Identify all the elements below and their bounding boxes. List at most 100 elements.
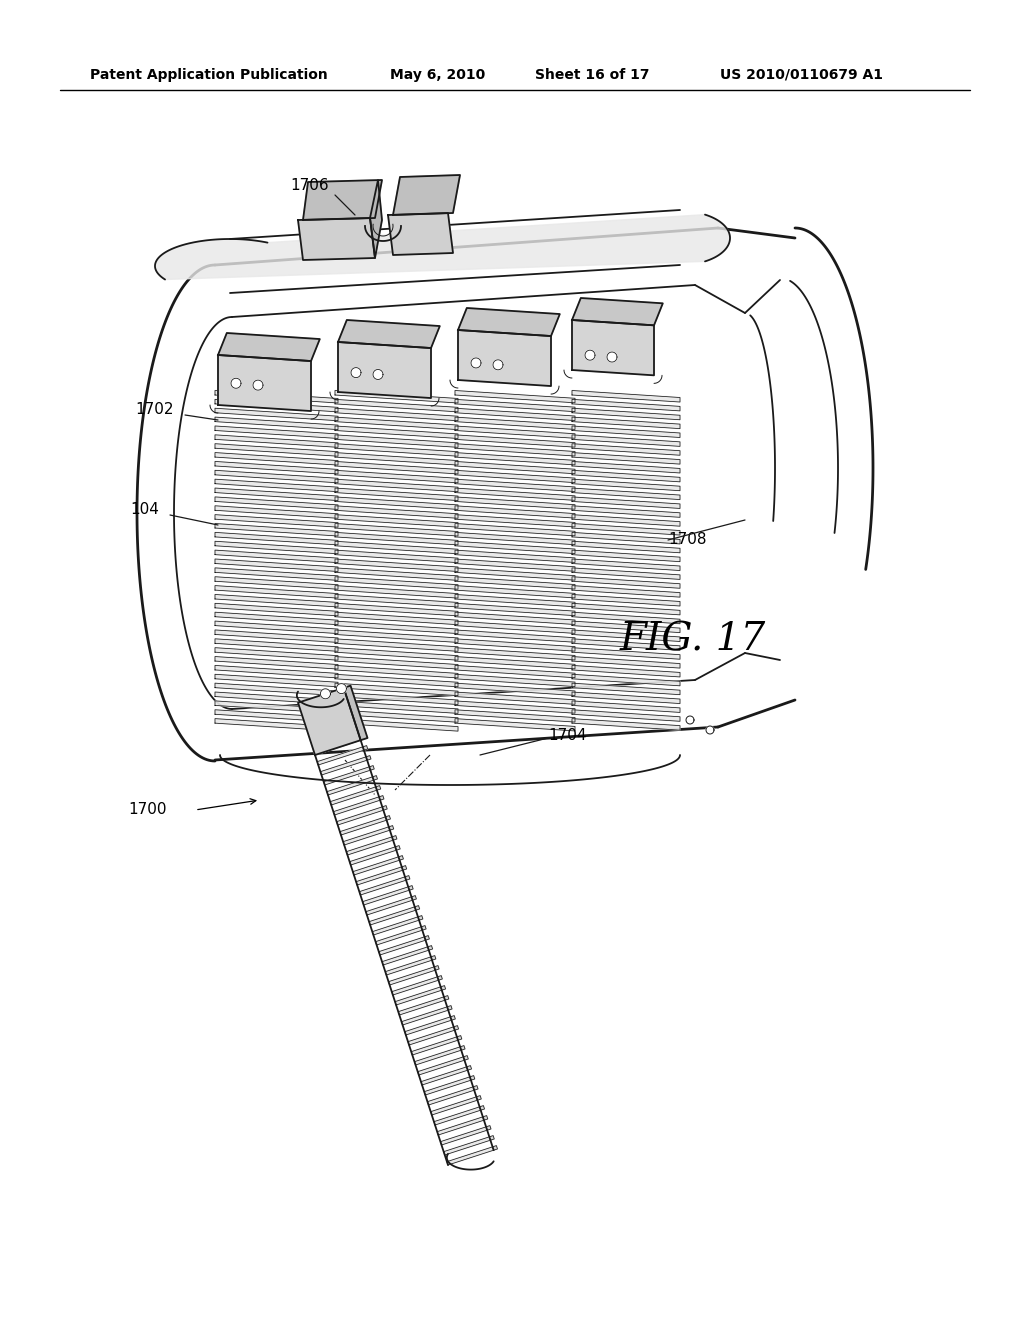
Polygon shape <box>335 400 458 412</box>
Polygon shape <box>473 1085 478 1090</box>
Polygon shape <box>335 692 458 705</box>
Polygon shape <box>324 767 371 785</box>
Polygon shape <box>215 648 338 660</box>
Polygon shape <box>215 524 338 536</box>
Polygon shape <box>440 986 445 990</box>
Polygon shape <box>455 541 575 553</box>
Polygon shape <box>455 417 575 429</box>
Polygon shape <box>572 462 680 473</box>
Polygon shape <box>335 612 458 624</box>
Polygon shape <box>335 622 458 634</box>
Polygon shape <box>418 916 423 920</box>
Polygon shape <box>218 333 319 362</box>
Polygon shape <box>455 594 575 607</box>
Polygon shape <box>464 1056 468 1060</box>
Polygon shape <box>572 400 680 411</box>
Polygon shape <box>395 987 441 1005</box>
Polygon shape <box>455 444 575 455</box>
Polygon shape <box>486 1126 490 1130</box>
Polygon shape <box>215 515 338 527</box>
Polygon shape <box>458 308 560 337</box>
Polygon shape <box>343 826 390 845</box>
Polygon shape <box>455 612 575 624</box>
Polygon shape <box>335 710 458 722</box>
Polygon shape <box>298 688 360 755</box>
Polygon shape <box>455 603 575 615</box>
Polygon shape <box>215 577 338 589</box>
Polygon shape <box>335 515 458 527</box>
Polygon shape <box>215 444 338 457</box>
Polygon shape <box>362 887 410 906</box>
Polygon shape <box>572 558 680 570</box>
Polygon shape <box>446 1147 494 1166</box>
Polygon shape <box>215 462 338 474</box>
Polygon shape <box>455 577 575 589</box>
Polygon shape <box>335 506 458 519</box>
Polygon shape <box>344 685 368 741</box>
Polygon shape <box>415 906 420 911</box>
Polygon shape <box>572 479 680 491</box>
Polygon shape <box>351 367 361 378</box>
Polygon shape <box>455 665 575 677</box>
Polygon shape <box>303 180 382 220</box>
Polygon shape <box>298 218 375 260</box>
Polygon shape <box>572 665 680 677</box>
Polygon shape <box>215 603 338 616</box>
Polygon shape <box>335 417 458 429</box>
Polygon shape <box>457 1036 462 1040</box>
Text: 1708: 1708 <box>668 532 707 548</box>
Polygon shape <box>460 1045 465 1051</box>
Polygon shape <box>455 391 575 403</box>
Polygon shape <box>321 756 368 775</box>
Polygon shape <box>215 675 338 686</box>
Polygon shape <box>431 956 436 960</box>
Text: 1702: 1702 <box>136 403 174 417</box>
Polygon shape <box>401 866 407 870</box>
Polygon shape <box>408 1027 455 1045</box>
Polygon shape <box>572 496 680 508</box>
Polygon shape <box>379 937 426 954</box>
Polygon shape <box>572 684 680 694</box>
Polygon shape <box>373 917 419 935</box>
Polygon shape <box>349 847 396 865</box>
Polygon shape <box>572 710 680 721</box>
Polygon shape <box>455 434 575 447</box>
Polygon shape <box>215 718 338 731</box>
Polygon shape <box>458 330 551 385</box>
Polygon shape <box>215 488 338 500</box>
Polygon shape <box>393 176 460 215</box>
Polygon shape <box>215 684 338 696</box>
Polygon shape <box>455 453 575 465</box>
Polygon shape <box>215 568 338 581</box>
Polygon shape <box>335 630 458 643</box>
Polygon shape <box>572 470 680 482</box>
Text: Sheet 16 of 17: Sheet 16 of 17 <box>535 69 649 82</box>
Polygon shape <box>412 896 417 900</box>
Polygon shape <box>455 692 575 705</box>
Polygon shape <box>215 612 338 624</box>
Polygon shape <box>607 352 617 362</box>
Polygon shape <box>366 755 371 760</box>
Polygon shape <box>338 342 431 399</box>
Polygon shape <box>431 1097 477 1115</box>
Polygon shape <box>370 180 382 257</box>
Polygon shape <box>572 656 680 668</box>
Polygon shape <box>215 506 338 519</box>
Polygon shape <box>335 470 458 483</box>
Polygon shape <box>467 1065 471 1071</box>
Polygon shape <box>455 648 575 660</box>
Polygon shape <box>215 426 338 438</box>
Polygon shape <box>335 665 458 678</box>
Polygon shape <box>335 594 458 607</box>
Polygon shape <box>215 532 338 545</box>
Polygon shape <box>335 558 458 572</box>
Polygon shape <box>421 925 426 931</box>
Polygon shape <box>425 936 429 940</box>
Polygon shape <box>215 434 338 447</box>
Polygon shape <box>572 426 680 437</box>
Polygon shape <box>471 358 481 368</box>
Polygon shape <box>215 692 338 705</box>
Polygon shape <box>572 586 680 597</box>
Polygon shape <box>392 977 438 995</box>
Polygon shape <box>572 488 680 499</box>
